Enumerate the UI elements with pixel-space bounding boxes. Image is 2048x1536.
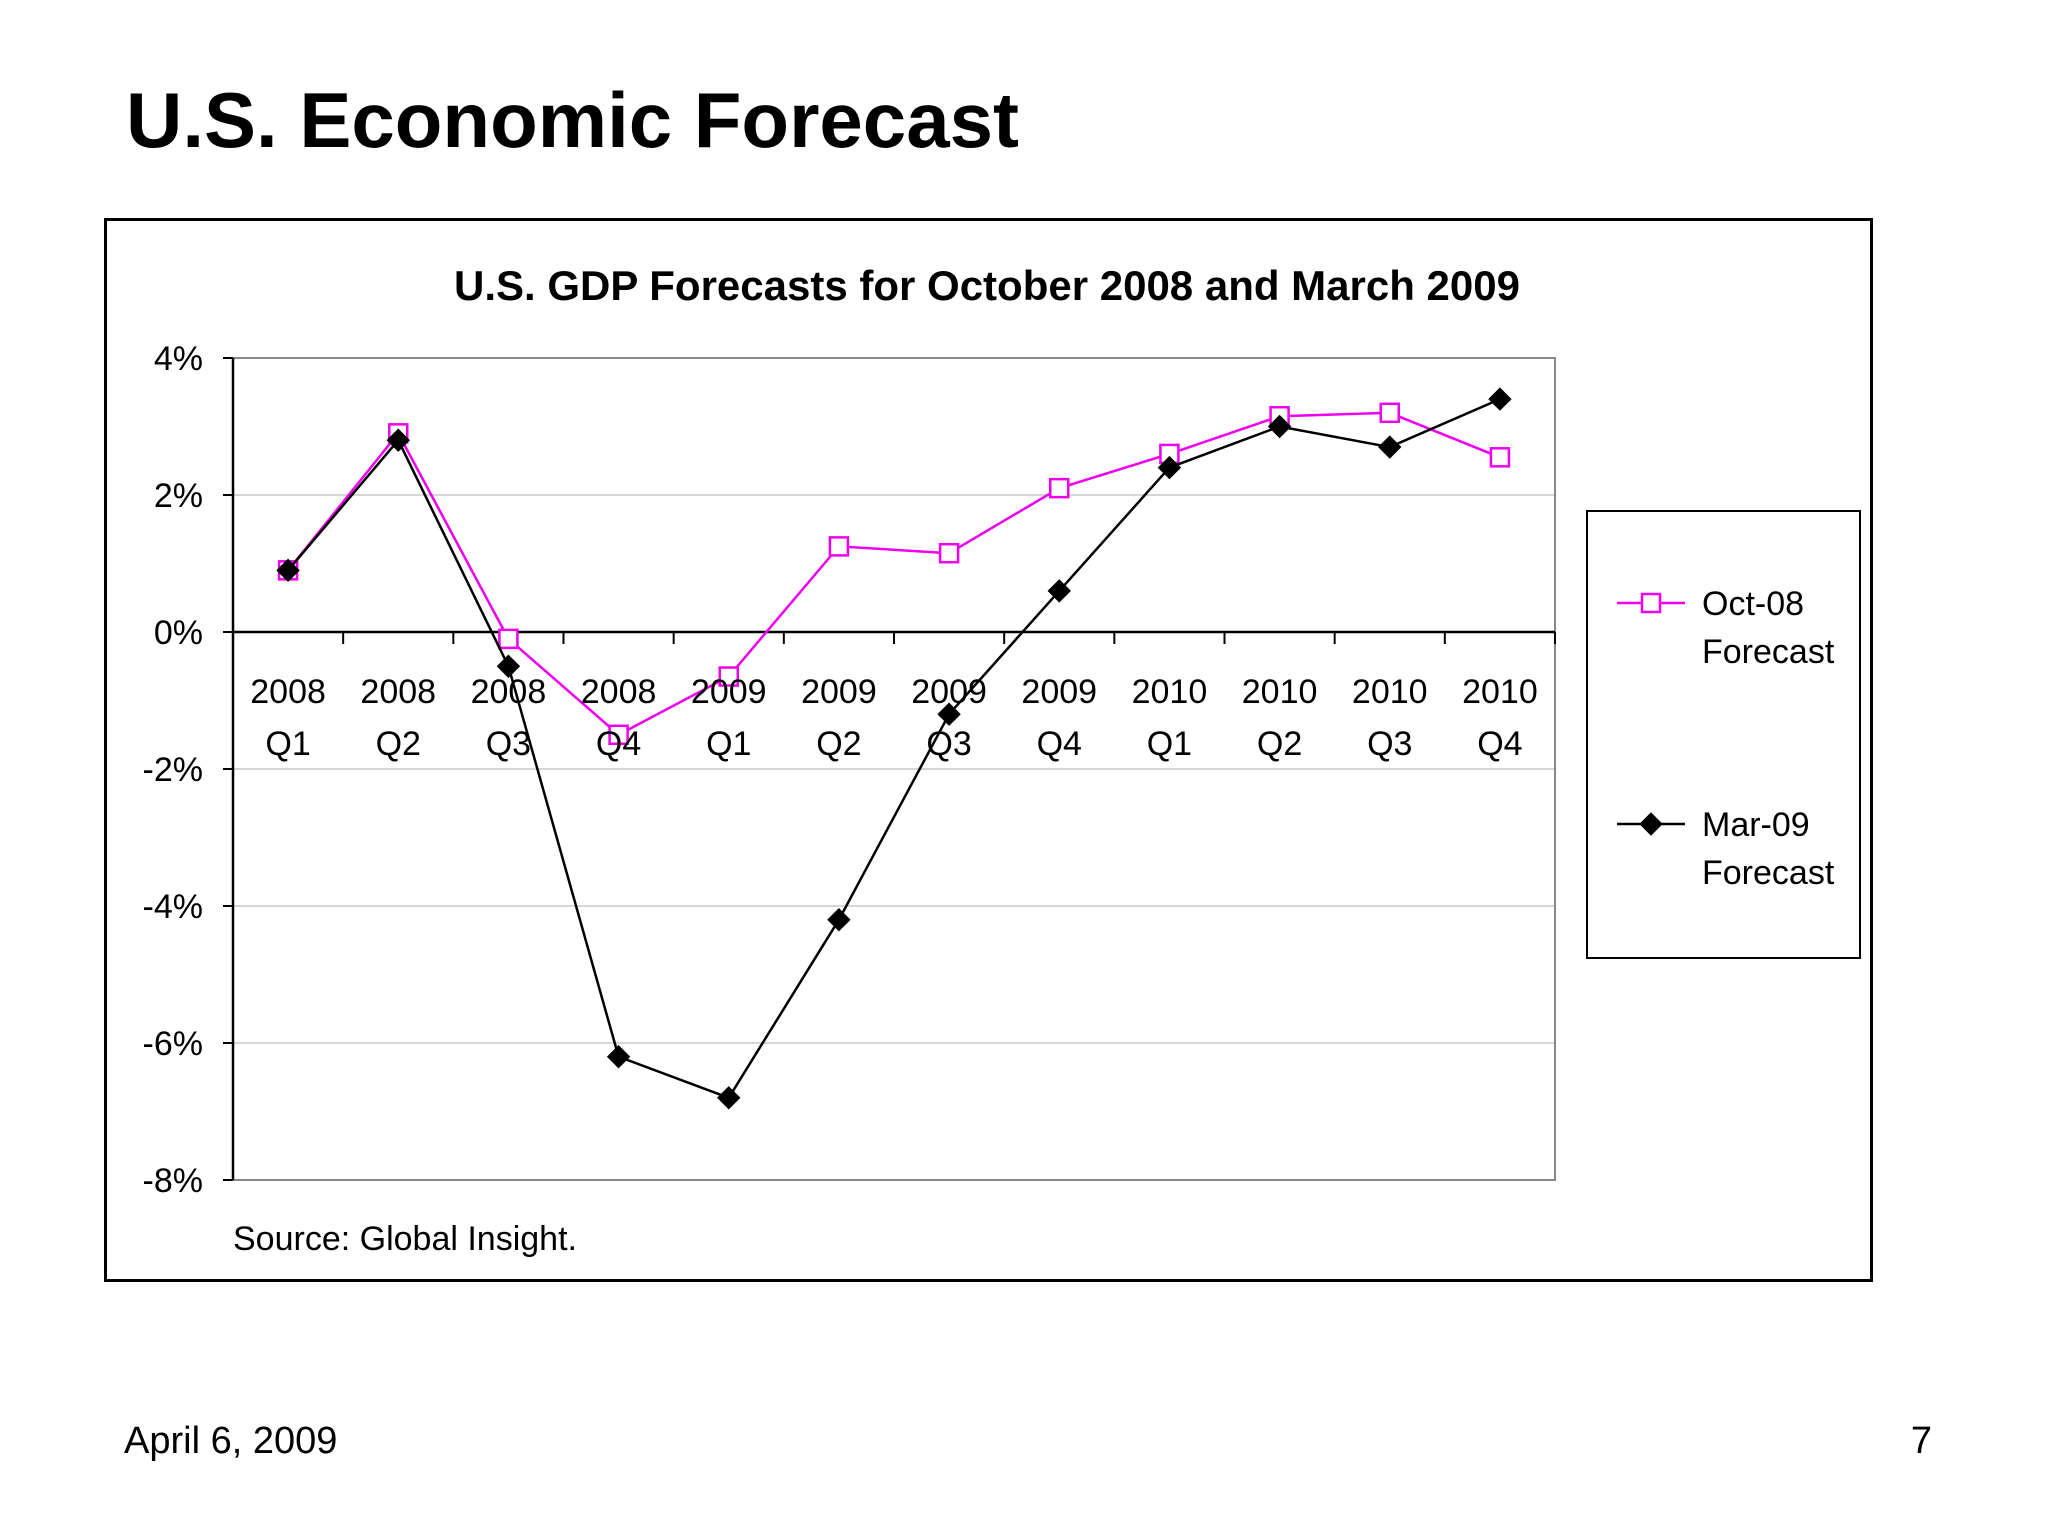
data-point-mar-09	[386, 428, 410, 452]
data-point-mar-09	[1047, 579, 1071, 603]
x-tick-label-year: 2008	[250, 673, 326, 711]
axis-labels: 4% 2% 0% -2% -4% -6% -8% 2008 Q1 2008 Q2 2008 Q3 2008…	[143, 340, 1538, 1200]
data-point-oct-08	[1049, 477, 1070, 499]
x-tick-label-year: 2010	[1352, 673, 1428, 711]
gridlines	[233, 494, 1555, 1044]
data-point-mar-09	[496, 654, 521, 678]
x-tick-label-quarter: Q2	[816, 725, 861, 763]
axes	[223, 357, 1556, 1181]
x-tick-label-year: 2009	[801, 673, 877, 711]
data-point-oct-08	[1489, 447, 1511, 468]
data-point-oct-08	[938, 542, 960, 564]
x-tick-label-quarter: Q1	[1147, 725, 1192, 763]
x-tick-label-year: 2008	[360, 673, 436, 711]
data-point-oct-08	[498, 628, 519, 650]
x-tick-label-year: 2010	[1242, 673, 1318, 711]
data-point-oct-08	[718, 666, 739, 687]
data-point-mar-09	[717, 1086, 741, 1110]
footer-date: April 6, 2009	[124, 1420, 338, 1462]
x-tick-label-year: 2009	[911, 673, 987, 711]
x-tick-label-quarter: Q4	[596, 725, 641, 763]
legend-label: Forecast	[1702, 633, 1835, 671]
x-tick-label-quarter: Q1	[706, 725, 751, 763]
data-point-mar-09	[1378, 435, 1402, 459]
x-tick-label-year: 2008	[581, 673, 657, 711]
x-tick-label-year: 2009	[691, 673, 767, 711]
x-tick-label-year: 2008	[471, 673, 547, 711]
data-point-mar-09	[276, 558, 300, 583]
series-line-oct-08	[287, 411, 1501, 737]
chart-frame	[104, 218, 1873, 1282]
legend: Oct-08 Forecast Mar-09 Forecast	[1586, 510, 1861, 959]
y-tick-label: -2%	[143, 751, 203, 789]
x-tick-label-quarter: Q3	[1367, 725, 1412, 763]
x-tick-label-quarter: Q2	[376, 725, 421, 763]
data-point-oct-08	[828, 536, 850, 557]
chart-title: U.S. GDP Forecasts for October 2008 and …	[454, 262, 1520, 309]
data-point-mar-09	[1267, 414, 1292, 439]
source-note: Source: Global Insight.	[233, 1220, 577, 1258]
data-point-oct-08	[608, 724, 629, 745]
legend-marker	[1640, 592, 1662, 614]
x-tick-label-quarter: Q2	[1257, 725, 1302, 763]
x-tick-label-quarter: Q4	[1477, 725, 1522, 763]
y-tick-label: 4%	[154, 340, 203, 378]
x-tick-label-quarter: Q4	[1037, 725, 1082, 763]
data-point-oct-08	[1379, 402, 1400, 424]
legend-marker	[1639, 812, 1663, 836]
page-number: 7	[1910, 1420, 1932, 1462]
legend-box	[1586, 510, 1861, 959]
legend-label: Mar-09	[1702, 806, 1810, 844]
legend-label: Forecast	[1702, 854, 1835, 892]
y-tick-label: -4%	[143, 888, 203, 926]
data-point-mar-09	[606, 1044, 631, 1069]
x-tick-label-year: 2010	[1132, 673, 1208, 711]
series-layer	[276, 387, 1512, 1110]
data-point-mar-09	[1157, 455, 1182, 480]
data-point-mar-09	[827, 907, 851, 932]
legend-label: Oct-08	[1702, 585, 1804, 623]
x-tick-label-year: 2009	[1021, 673, 1097, 711]
series-line-mar-09	[287, 397, 1501, 1100]
x-tick-label-quarter: Q3	[486, 725, 531, 763]
x-tick-label-quarter: Q1	[265, 725, 310, 763]
x-tick-label-quarter: Q3	[926, 725, 971, 763]
y-tick-label: 0%	[154, 614, 203, 652]
data-point-mar-09	[937, 702, 961, 726]
y-tick-label: 2%	[154, 477, 203, 515]
y-tick-label: -6%	[143, 1025, 203, 1063]
y-tick-label: -8%	[143, 1162, 203, 1200]
data-point-mar-09	[1488, 387, 1512, 411]
x-tick-label-year: 2010	[1462, 673, 1538, 711]
slide-title: U.S. Economic Forecast	[126, 76, 1019, 164]
